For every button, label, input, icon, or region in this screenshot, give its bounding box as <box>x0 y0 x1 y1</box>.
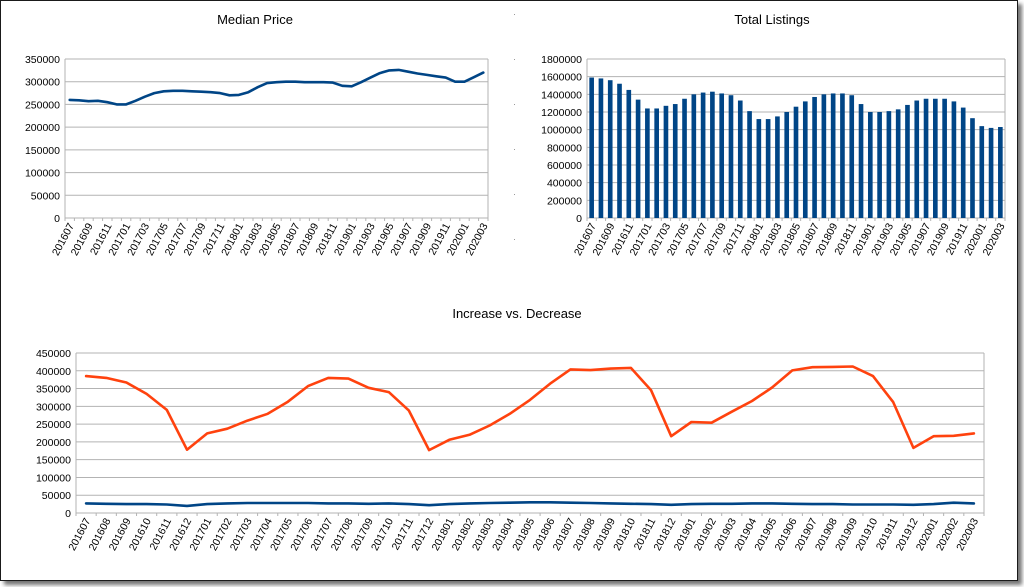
listing-bar <box>998 127 1003 218</box>
listing-bar <box>775 116 780 218</box>
charts-svg: Median Price 0 50000 100000 150000 200000 250… <box>25 12 1008 553</box>
listing-bar <box>849 95 855 218</box>
listing-bar <box>793 106 799 218</box>
y-tick-label: 450000 <box>36 348 71 360</box>
y-tick-label: 150000 <box>36 455 71 467</box>
listing-bar <box>821 94 827 218</box>
listing-bar <box>840 93 845 218</box>
decrease-series-line <box>84 500 976 508</box>
separator-dot <box>514 149 515 150</box>
y-tick-label: 1600000 <box>541 72 582 84</box>
listing-bar <box>988 127 994 218</box>
listing-bar <box>923 98 929 218</box>
listing-bar <box>830 93 836 218</box>
listing-bar <box>719 93 725 218</box>
separator-dot <box>514 104 515 105</box>
listing-bar <box>877 112 882 218</box>
y-tick-label: 50000 <box>42 490 71 502</box>
y-tick-label: 300000 <box>36 401 71 413</box>
listing-bar <box>802 101 808 218</box>
y-tick-label: 100000 <box>36 472 71 484</box>
listing-bar <box>951 101 957 218</box>
total-listings-chart: Total Listings 0 200000 400000 600000 800000… <box>541 12 1008 258</box>
increase-series-line <box>84 365 976 452</box>
listing-bar <box>905 104 910 218</box>
y-tick-label: 50000 <box>31 190 60 202</box>
listing-bar <box>607 80 613 218</box>
separator-dot <box>514 14 515 15</box>
separator-dot <box>514 59 515 60</box>
y-tick-label: 200000 <box>25 122 60 134</box>
listing-bar <box>728 95 734 218</box>
listing-bar <box>858 104 864 218</box>
listing-bar <box>895 109 901 218</box>
listing-bar <box>979 126 985 218</box>
listing-bar <box>663 105 669 218</box>
listing-bar <box>784 112 790 218</box>
listing-bar <box>737 100 743 218</box>
total-listings-title: Total Listings <box>734 12 810 27</box>
listing-bar <box>812 96 817 218</box>
y-tick-label: 0 <box>54 213 60 225</box>
listing-bar <box>867 112 873 218</box>
listing-bar <box>960 107 966 218</box>
listing-bar <box>970 118 975 218</box>
separator-dot <box>514 194 515 195</box>
y-tick-label: 150000 <box>25 145 60 157</box>
y-tick-label: 300000 <box>25 77 60 89</box>
listing-bar <box>942 98 947 218</box>
listing-bar <box>710 91 715 218</box>
listing-bar <box>682 98 687 218</box>
listing-bar <box>691 94 697 218</box>
y-tick-label: 250000 <box>36 419 71 431</box>
increase-vs-decrease-title: Increase vs. Decrease <box>452 306 581 321</box>
median-price-chart: Median Price 0 50000 100000 150000 200000 250… <box>25 12 491 258</box>
y-tick-label: 0 <box>576 213 582 225</box>
median-price-title: Median Price <box>217 12 293 27</box>
listing-bar <box>645 108 650 218</box>
separator-dot <box>514 239 515 240</box>
listing-bar <box>765 119 771 218</box>
y-tick-label: 400000 <box>36 366 71 378</box>
listing-bar <box>672 104 678 218</box>
listing-bar <box>589 77 594 218</box>
listing-bar <box>700 92 706 218</box>
listing-bar <box>914 100 920 218</box>
y-tick-label: 1200000 <box>541 107 582 119</box>
y-tick-label: 400000 <box>547 178 582 190</box>
y-tick-label: 350000 <box>25 54 60 66</box>
y-tick-label: 250000 <box>25 99 60 111</box>
y-tick-label: 1400000 <box>541 89 582 101</box>
listing-bar <box>747 111 752 218</box>
listing-bar <box>626 89 632 219</box>
listing-bar <box>933 98 938 218</box>
y-tick-label: 600000 <box>547 160 582 172</box>
y-tick-label: 800000 <box>547 142 582 154</box>
y-tick-label: 1000000 <box>541 125 582 137</box>
listing-bar <box>756 119 762 218</box>
median-price-line <box>68 68 485 106</box>
listing-bar <box>617 83 622 218</box>
y-tick-label: 200000 <box>36 437 71 449</box>
listing-bar <box>598 78 604 218</box>
listing-bar <box>654 108 659 218</box>
y-tick-label: 200000 <box>547 195 582 207</box>
listing-bar <box>886 111 892 218</box>
y-tick-label: 100000 <box>25 168 60 180</box>
y-tick-label: 0 <box>65 508 71 520</box>
y-tick-label: 1800000 <box>541 54 582 66</box>
listing-bar <box>635 99 641 218</box>
increase-vs-decrease-chart: Increase vs. Decrease 0 50000 100000 150000… <box>36 306 985 553</box>
y-tick-label: 350000 <box>36 384 71 396</box>
